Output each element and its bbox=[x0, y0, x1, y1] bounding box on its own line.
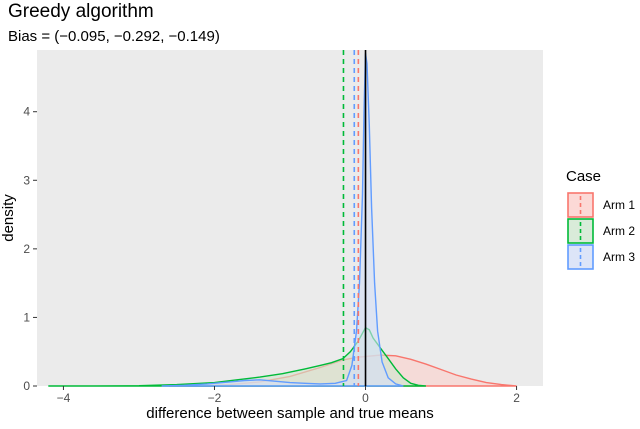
legend: Case Arm 1 Arm 2 Arm 3 bbox=[566, 168, 635, 270]
x-tick-label: −2 bbox=[208, 391, 222, 405]
plot-panel bbox=[37, 50, 543, 386]
x-axis-title: difference between sample and true means bbox=[146, 405, 433, 422]
legend-title: Case bbox=[566, 168, 601, 185]
y-axis-title: density bbox=[0, 194, 17, 242]
y-tick-label: 2 bbox=[23, 242, 30, 256]
y-tick-label: 0 bbox=[23, 379, 30, 393]
y-axis: 0 1 2 3 4 bbox=[23, 105, 37, 393]
x-tick-label: 0 bbox=[362, 391, 369, 405]
density-area-arm-3 bbox=[161, 53, 404, 387]
x-tick-label: −4 bbox=[57, 391, 71, 405]
legend-label-arm-1: Arm 1 bbox=[603, 198, 635, 212]
legend-label-arm-2: Arm 2 bbox=[603, 224, 635, 238]
density-areas bbox=[48, 53, 517, 387]
x-axis: −4 −2 0 2 bbox=[57, 386, 520, 405]
chart-title: Greedy algorithm bbox=[8, 1, 154, 22]
chart-subtitle: Bias = (−0.095, −0.292, −0.149) bbox=[8, 28, 220, 45]
y-tick-label: 4 bbox=[23, 105, 30, 119]
x-tick-label: 2 bbox=[513, 391, 520, 405]
legend-label-arm-3: Arm 3 bbox=[603, 250, 635, 264]
bias-lines bbox=[342, 50, 360, 386]
y-tick-label: 1 bbox=[23, 310, 30, 324]
y-tick-label: 3 bbox=[23, 173, 30, 187]
